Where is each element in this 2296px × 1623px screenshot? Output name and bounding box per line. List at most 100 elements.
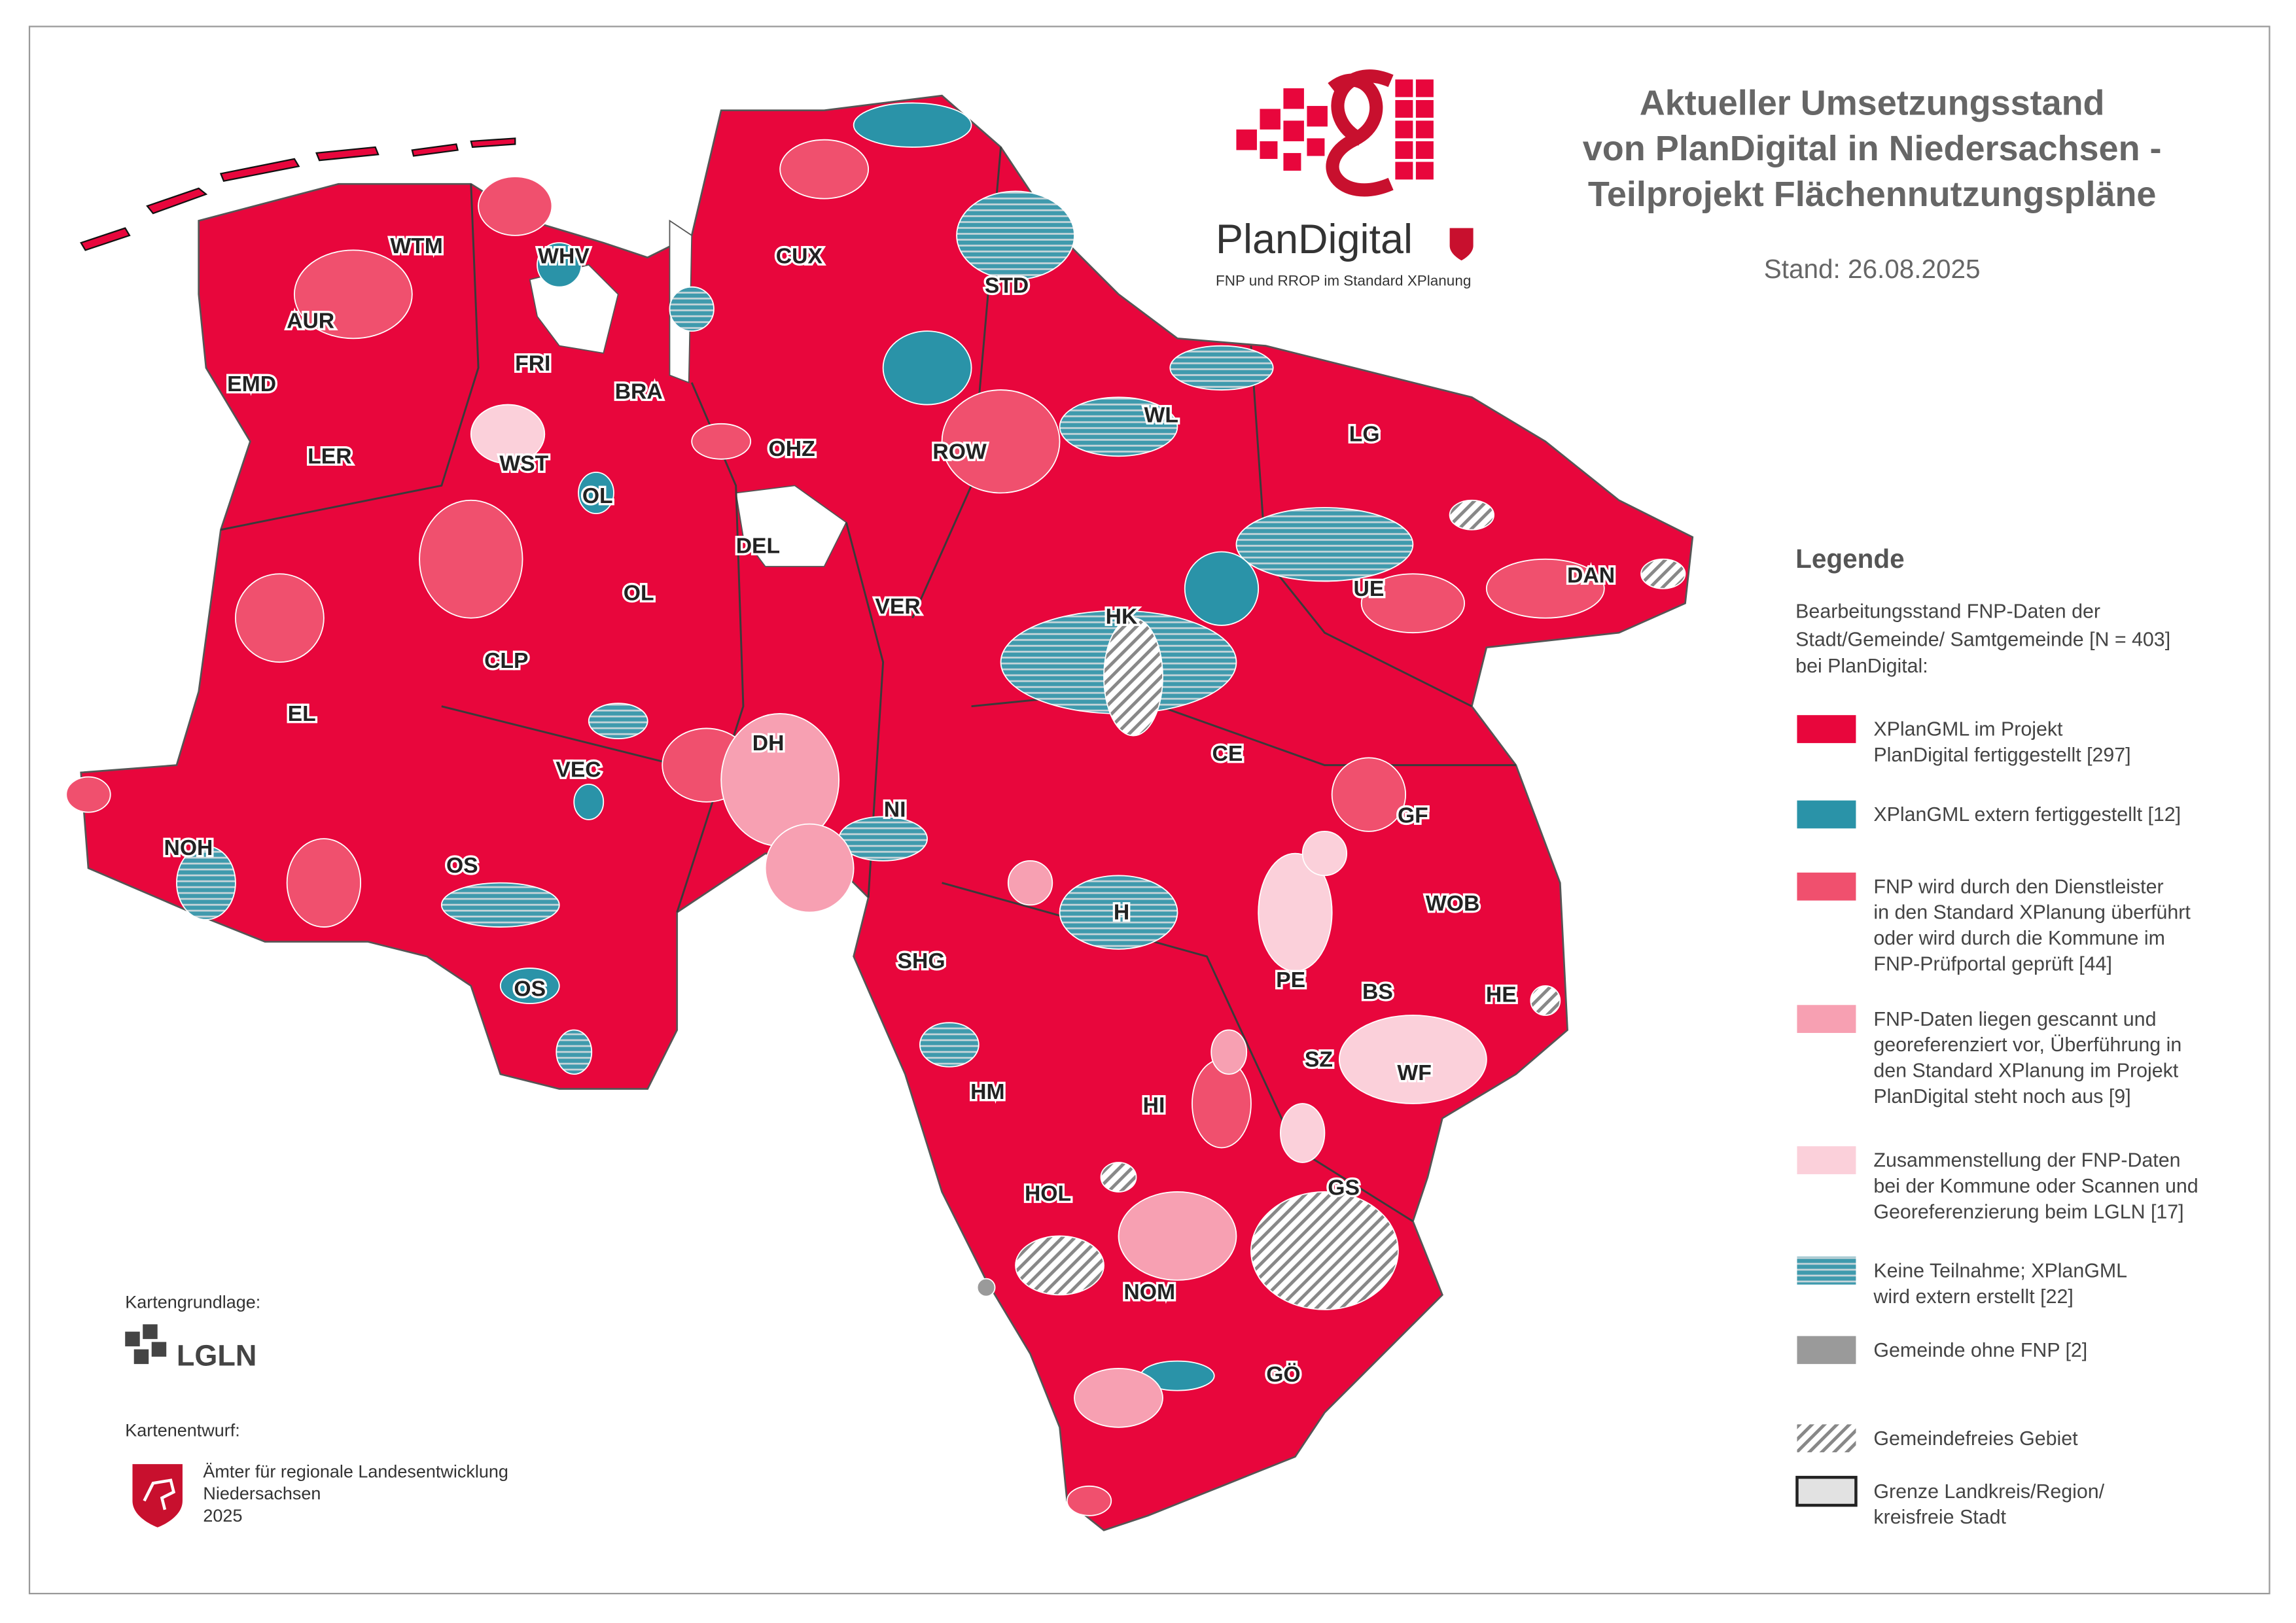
district-label: WOB [1426, 891, 1479, 916]
status-area [176, 845, 236, 920]
district-label: FRI [515, 351, 550, 376]
status-area [919, 1022, 980, 1068]
district-label: HM [970, 1079, 1004, 1104]
credit-basemap: LGLN [177, 1338, 256, 1372]
district-label: NOM [1123, 1280, 1175, 1304]
legend-label: georeferenziert vor, Überführung in [1873, 1034, 2181, 1056]
district-label: HK [1106, 604, 1138, 629]
district-label: NI [884, 797, 906, 822]
status-area [853, 102, 972, 148]
status-area [1360, 573, 1466, 634]
status-area [1066, 1485, 1112, 1516]
district-label: HI [1143, 1092, 1165, 1117]
legend-swatch [1797, 1005, 1856, 1034]
district-label: GS [1328, 1175, 1360, 1200]
legend-label: in den Standard XPlanung überführt [1873, 902, 2191, 924]
district-label: VER [875, 594, 920, 619]
legend-swatch [1795, 1476, 1858, 1507]
status-area [956, 190, 1075, 281]
district-label: WHV [538, 244, 590, 269]
district-label: WF [1397, 1060, 1431, 1085]
title: Aktueller Umsetzungsstand von PlanDigita… [1583, 83, 2162, 213]
legend-label: Zusammenstellung der FNP-Daten [1873, 1150, 2180, 1172]
status-area [573, 783, 605, 820]
status-area [1100, 1162, 1137, 1193]
district-label: OL [582, 483, 613, 508]
status-area [556, 1029, 593, 1075]
legend-swatch [1797, 1146, 1856, 1174]
district-label: PE [1276, 968, 1305, 992]
credits: Kartengrundlage: LGLN Kartenentwurf: Ämt… [125, 1293, 508, 1527]
district-label: CE [1212, 741, 1243, 766]
status-area [1258, 852, 1333, 972]
status-area [1235, 507, 1414, 582]
district-label: ROW [932, 440, 987, 464]
status-area [1007, 860, 1053, 906]
status-area [1485, 558, 1605, 619]
status-area [1339, 1015, 1487, 1104]
legend-label: Keine Teilnahme; XPlanGML [1873, 1260, 2127, 1282]
district-label: LG [1349, 422, 1380, 447]
status-area [293, 249, 413, 340]
islands [80, 137, 516, 251]
logo: PlanDigital FNP und RROP im Standard XPl… [1216, 69, 1474, 288]
status-area [470, 404, 546, 464]
district-labels: WTM WHV AUR EMD FRI BRA LER WST OL OHZ CUX STD ROW WL… [162, 231, 1617, 1389]
legend-title: Legende [1795, 544, 1904, 574]
status-area [1640, 558, 1686, 589]
district-label: HE [1486, 983, 1517, 1007]
status-area [1210, 1029, 1248, 1075]
legend-label: FNP wird durch den Dienstleister [1873, 876, 2163, 898]
status-area [1074, 1367, 1163, 1428]
status-area [669, 286, 715, 332]
status-area [478, 176, 553, 236]
legend-label: Gemeinde ohne FNP [2] [1873, 1340, 2087, 1361]
district-label: LER [308, 444, 351, 468]
status-area [1280, 1103, 1326, 1163]
district-label: WST [499, 451, 548, 476]
district-label: GÖ [1266, 1362, 1300, 1387]
district-label: CLP [484, 648, 528, 673]
status-area [1059, 875, 1178, 950]
legend-label: XPlanGML extern fertiggestellt [12] [1873, 804, 2181, 826]
legend-swatch [1797, 1256, 1856, 1285]
district-label: WTM [390, 234, 443, 258]
district-label: NOH [164, 835, 213, 860]
legend-label: wird extern erstellt [22] [1873, 1286, 2073, 1308]
district-label: OL [624, 581, 654, 606]
legend: Legende Bearbeitungsstand FNP-Daten der S… [1795, 544, 2199, 1528]
status-area [691, 423, 752, 460]
status-area [588, 703, 648, 740]
legend-label: PlanDigital steht noch aus [9] [1873, 1086, 2130, 1108]
district-label: HOL [1025, 1181, 1071, 1206]
district-label: OS [446, 853, 478, 878]
district-label: BRA [615, 379, 663, 404]
status-area [838, 816, 928, 862]
district-label: EL [288, 701, 316, 726]
legend-label: bei der Kommune oder Scannen und [1873, 1176, 2198, 1197]
legend-label: den Standard XPlanung im Projekt [1873, 1060, 2178, 1082]
legend-label: XPlanGML im Projekt [1873, 719, 2063, 741]
status-area [882, 330, 972, 406]
legend-description: Stadt/Gemeinde/ Samtgemeinde [N = 403] [1795, 629, 2170, 650]
district-label: AUR [287, 309, 334, 334]
status-area [1331, 757, 1407, 832]
date: Stand: 26.08.2025 [1764, 254, 1981, 284]
legend-label: FNP-Prüfportal geprüft [44] [1873, 953, 2111, 975]
district-label: DEL [736, 534, 780, 559]
status-area [1118, 1191, 1237, 1281]
legend-description: Bearbeitungsstand FNP-Daten der [1795, 601, 2100, 623]
legend-swatch [1797, 1424, 1856, 1453]
status-area [764, 823, 855, 913]
status-area [1449, 499, 1494, 531]
district-label: DAN [1567, 563, 1615, 588]
legend-swatch [1797, 715, 1856, 743]
title-line: Aktueller Umsetzungsstand [1640, 83, 2105, 122]
legend-label: Grenze Landkreis/Region/ [1873, 1481, 2104, 1503]
district-label: H [1114, 900, 1129, 925]
credit-label: Kartengrundlage: [125, 1293, 260, 1312]
status-area [65, 776, 111, 813]
district-label: SZ [1305, 1047, 1333, 1072]
